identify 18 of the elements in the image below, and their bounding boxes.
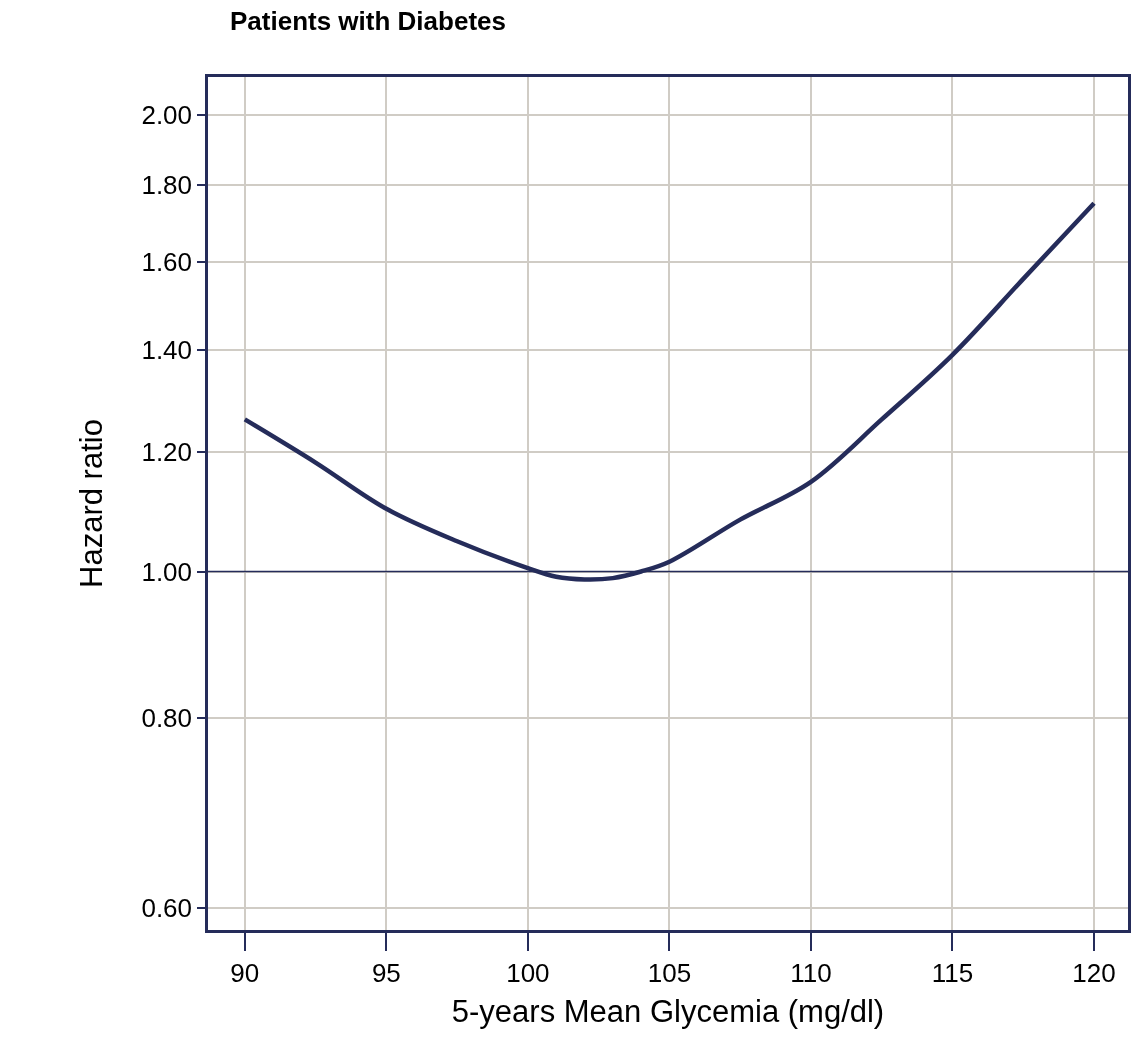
y-tick-label: 1.20 (141, 436, 193, 467)
y-tick-label: 1.60 (141, 247, 193, 278)
y-axis-title: Hazard ratio (74, 419, 110, 588)
chart-title: Patients with Diabetes (230, 6, 506, 37)
x-tick-label: 90 (230, 957, 260, 988)
y-tick-label: 1.00 (141, 556, 193, 587)
x-axis-title: 5-years Mean Glycemia (mg/dl) (451, 994, 885, 1030)
x-tick-label: 100 (506, 957, 550, 988)
x-tick-label: 105 (647, 957, 692, 988)
y-tick-label: 2.00 (141, 100, 193, 131)
y-tick-label: 0.80 (141, 703, 193, 734)
x-tick-label: 110 (790, 957, 832, 988)
y-tick-label: 1.80 (141, 169, 193, 200)
x-tick-label: 115 (931, 957, 974, 988)
y-tick-label: 0.60 (141, 892, 193, 923)
y-tick-label: 1.40 (141, 335, 193, 366)
x-tick-label: 95 (371, 957, 401, 988)
x-tick-label: 120 (1072, 957, 1116, 988)
